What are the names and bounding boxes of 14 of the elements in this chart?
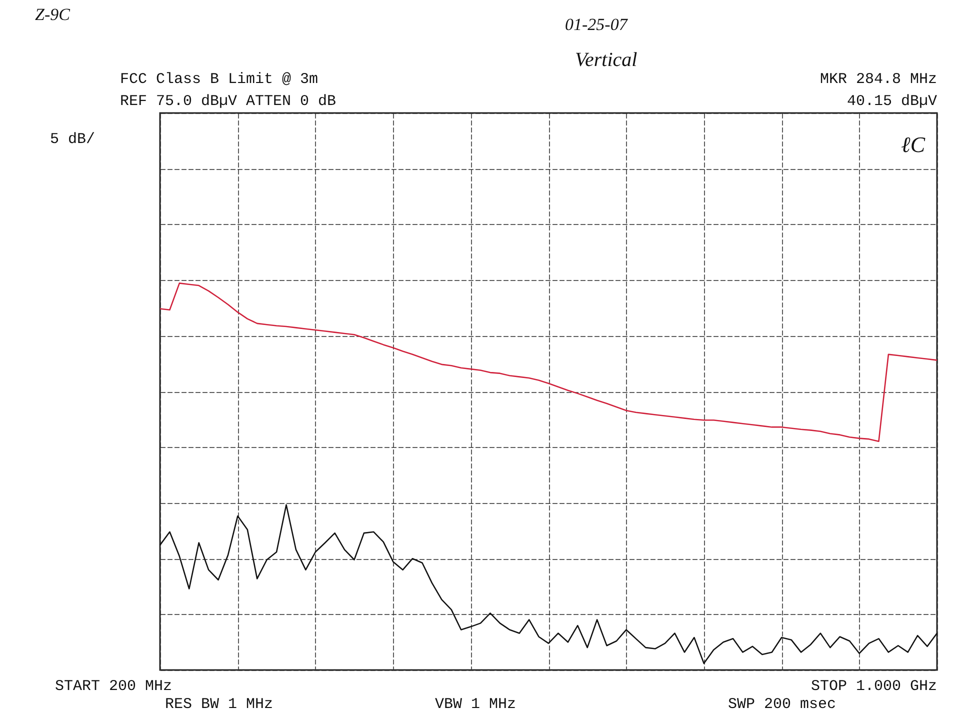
text: STOP 1.000 GHz (810, 678, 937, 695)
text: START 200 MHz (55, 678, 172, 695)
text: VBW 1 MHz (435, 696, 516, 713)
text: Vertical (575, 49, 638, 71)
text: RES BW 1 MHz (165, 696, 274, 713)
text: ℓC (901, 132, 926, 157)
text: Z-9C (35, 5, 71, 24)
text: MKR 284.8 MHz (820, 71, 937, 88)
chart-title: FCC Class B Limit @ 3m (120, 71, 318, 88)
text: 5 dB/ (50, 131, 96, 148)
text: 01-25-07 (565, 15, 629, 34)
text: 40.15 dBµV (846, 93, 937, 110)
text: REF 75.0 dBµV ATTEN 0 dB (120, 93, 336, 110)
text: SWP 200 msec (728, 696, 836, 713)
